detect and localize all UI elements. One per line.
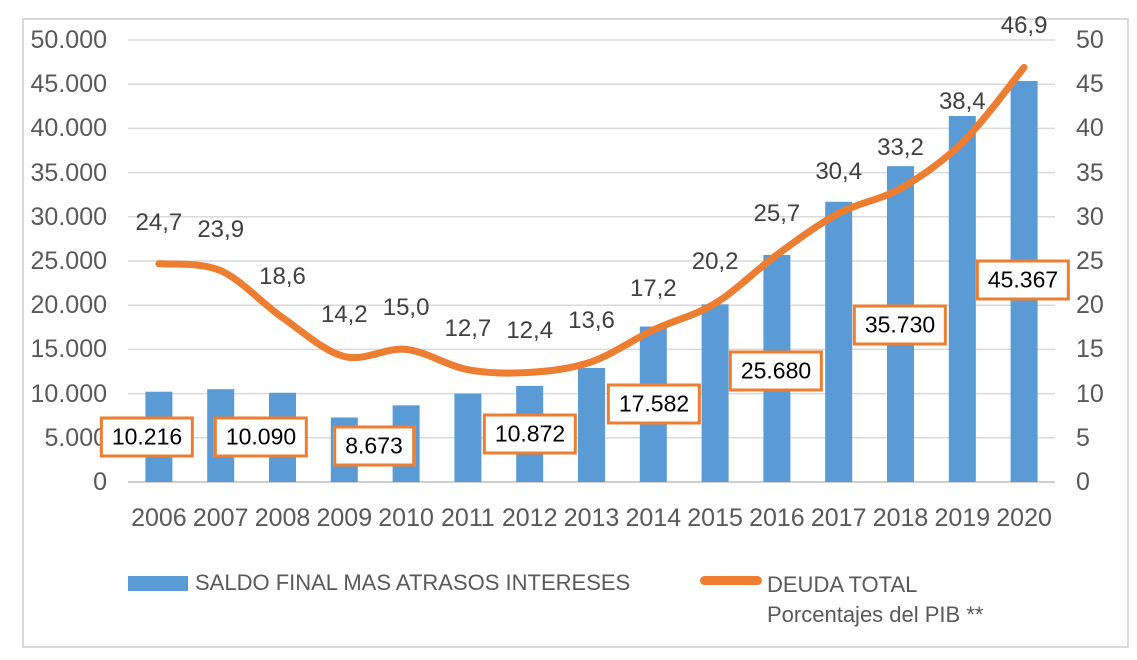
left-axis-tick: 20.000 xyxy=(30,291,107,320)
x-axis-label-2008: 2008 xyxy=(254,504,311,532)
bar-data-callout-2014: 17.582 xyxy=(606,383,702,425)
bar-2015 xyxy=(701,304,729,482)
right-axis-tick: 35 xyxy=(1076,158,1104,187)
x-axis-label-2010: 2010 xyxy=(378,504,434,532)
left-axis-tick: 0 xyxy=(93,468,107,496)
line-data-label-2010: 15,0 xyxy=(382,294,430,322)
left-axis-tick: 50.000 xyxy=(30,26,107,54)
line-data-label-2015: 20,2 xyxy=(691,248,739,276)
bar-data-callout-2018: 35.730 xyxy=(852,304,948,346)
line-data-label-2008: 18,6 xyxy=(259,262,306,290)
line-data-label-2012: 12,4 xyxy=(506,317,554,345)
left-axis-tick: 35.000 xyxy=(30,158,107,187)
line-data-label-2011: 12,7 xyxy=(444,314,492,342)
right-axis-tick: 50 xyxy=(1076,26,1104,54)
left-axis-tick: 10.000 xyxy=(30,379,107,408)
legend-label-saldo: SALDO FINAL MAS ATRASOS INTERESES xyxy=(195,570,631,595)
line-data-label-2014: 17,2 xyxy=(629,274,677,302)
left-axis-tick: 25.000 xyxy=(30,247,107,275)
left-axis-tick: 30.000 xyxy=(30,202,107,231)
legend-label-deuda: DEUDA TOTAL xyxy=(767,572,918,597)
x-axis-label-2019: 2019 xyxy=(934,504,991,532)
right-axis-tick: 5 xyxy=(1076,423,1090,452)
right-axis-tick: 25 xyxy=(1076,247,1104,275)
legend-item-saldo: SALDO FINAL MAS ATRASOS INTERESES xyxy=(128,570,630,596)
bar-2013 xyxy=(578,367,605,482)
x-axis-label-2011: 2011 xyxy=(441,504,495,532)
line-data-label-2017: 30,4 xyxy=(815,158,863,186)
right-axis-tick: 10 xyxy=(1076,379,1104,408)
right-axis-tick: 30 xyxy=(1076,202,1104,231)
line-deuda-total xyxy=(155,63,1028,377)
line-data-label-2007: 23,9 xyxy=(197,215,245,243)
right-axis-tick: 15 xyxy=(1076,335,1104,364)
right-axis-tick: 45 xyxy=(1076,70,1104,99)
legend-item-deuda: DEUDA TOTAL Porcentajes del PIB ** xyxy=(700,570,983,630)
x-axis-label-2007: 2007 xyxy=(192,504,249,532)
line-data-label-2016: 25,7 xyxy=(753,199,801,227)
bar-data-callout-2016: 25.680 xyxy=(728,350,824,392)
x-axis-label-2018: 2018 xyxy=(872,504,929,532)
line-data-label-2013: 13,6 xyxy=(568,306,615,334)
line-data-label-2018: 33,2 xyxy=(877,133,924,161)
x-axis-label-2013: 2013 xyxy=(563,504,620,532)
right-axis-tick: 40 xyxy=(1076,114,1104,143)
right-axis-tick: 0 xyxy=(1076,468,1090,496)
left-axis-tick: 45.000 xyxy=(30,70,107,99)
bar-series-swatch xyxy=(128,575,188,591)
line-series-marker xyxy=(700,576,762,585)
bar-data-callout-2008: 10.090 xyxy=(213,416,309,458)
bar-data-callout-2010: 8.673 xyxy=(333,425,415,467)
bar-data-callout-2006: 10.216 xyxy=(99,416,195,458)
bar-2017 xyxy=(825,201,853,482)
legend-sublabel-pib: Porcentajes del PIB ** xyxy=(767,602,984,627)
bar-2019 xyxy=(948,116,976,483)
line-data-label-2019: 38,4 xyxy=(938,87,986,115)
x-axis-label-2009: 2009 xyxy=(316,504,373,532)
line-data-label-2006: 24,7 xyxy=(135,208,183,236)
left-axis-tick: 15.000 xyxy=(30,335,107,364)
left-axis-tick: 40.000 xyxy=(30,114,107,143)
bar-data-callout-2012: 10.872 xyxy=(482,413,578,455)
x-axis-label-2012: 2012 xyxy=(501,504,558,532)
x-axis-label-2017: 2017 xyxy=(810,504,867,532)
x-axis-label-2016: 2016 xyxy=(749,504,805,532)
x-axis-label-2015: 2015 xyxy=(687,504,743,532)
line-data-label-2009: 14,2 xyxy=(320,301,368,329)
left-axis-tick: 5.000 xyxy=(44,423,107,452)
bar-2011 xyxy=(454,393,482,482)
bar-data-callout-2020: 45.367 xyxy=(975,259,1071,301)
x-axis-label-2020: 2020 xyxy=(996,504,1052,532)
x-axis-label-2014: 2014 xyxy=(625,504,682,532)
x-axis-label-2006: 2006 xyxy=(131,504,187,532)
right-axis-tick: 20 xyxy=(1076,291,1104,320)
line-data-label-2020: 46,9 xyxy=(1000,12,1048,40)
